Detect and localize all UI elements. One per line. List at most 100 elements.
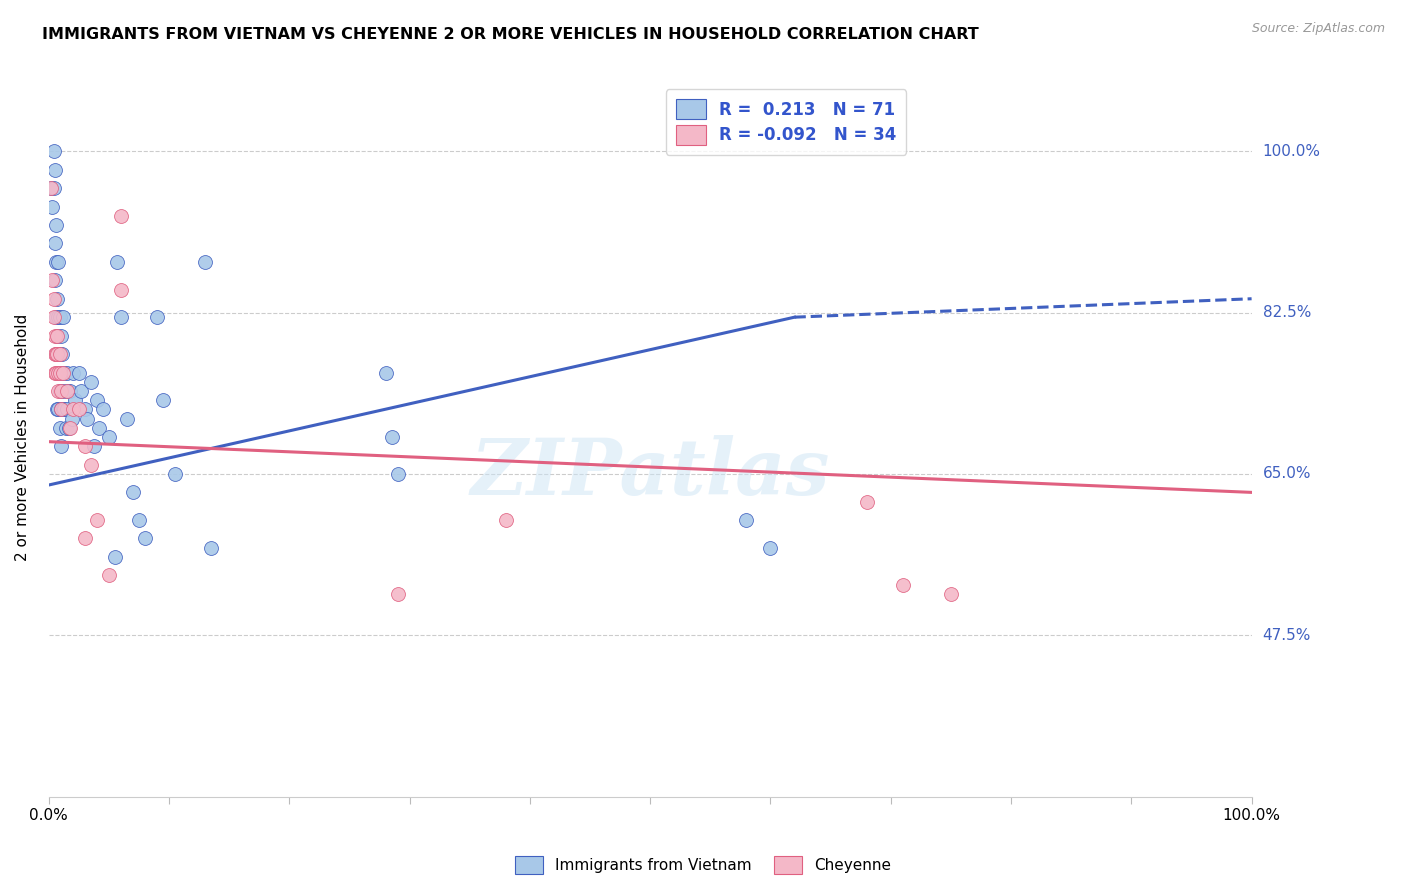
Point xyxy=(51,384,73,398)
Point xyxy=(45,310,67,325)
Point xyxy=(76,411,98,425)
Point xyxy=(939,587,962,601)
Point xyxy=(62,402,84,417)
Point xyxy=(387,587,409,601)
Point xyxy=(110,283,132,297)
Point xyxy=(855,494,877,508)
Point xyxy=(48,366,70,380)
Point xyxy=(67,366,90,380)
Point xyxy=(41,273,63,287)
Point xyxy=(44,328,66,343)
Point xyxy=(62,366,84,380)
Point xyxy=(45,347,67,361)
Point xyxy=(134,532,156,546)
Point xyxy=(891,577,914,591)
Point xyxy=(735,513,758,527)
Point xyxy=(48,366,70,380)
Point xyxy=(146,310,169,325)
Point xyxy=(39,181,62,195)
Point xyxy=(380,430,402,444)
Point xyxy=(73,402,96,417)
Point xyxy=(194,255,217,269)
Point xyxy=(128,513,150,527)
Point xyxy=(58,421,80,435)
Point xyxy=(56,384,79,398)
Point xyxy=(44,347,66,361)
Point xyxy=(56,384,79,398)
Text: 100.0%: 100.0% xyxy=(1263,144,1320,159)
Point xyxy=(41,200,63,214)
Point xyxy=(152,393,174,408)
Point xyxy=(49,439,72,453)
Point xyxy=(387,467,409,481)
Point xyxy=(122,485,145,500)
Point xyxy=(42,145,65,159)
Point xyxy=(56,366,79,380)
Text: ZIPatlas: ZIPatlas xyxy=(471,434,830,511)
Point xyxy=(46,328,69,343)
Point xyxy=(46,402,69,417)
Point xyxy=(52,366,75,380)
Point xyxy=(49,328,72,343)
Y-axis label: 2 or more Vehicles in Household: 2 or more Vehicles in Household xyxy=(15,313,30,561)
Point xyxy=(49,366,72,380)
Point xyxy=(51,347,73,361)
Point xyxy=(80,458,103,472)
Point xyxy=(53,402,76,417)
Text: 47.5%: 47.5% xyxy=(1263,628,1310,643)
Point xyxy=(63,393,86,408)
Point xyxy=(48,255,70,269)
Point xyxy=(44,236,66,251)
Point xyxy=(48,384,70,398)
Point xyxy=(97,430,120,444)
Point xyxy=(48,310,70,325)
Point xyxy=(80,375,103,389)
Point xyxy=(48,310,70,325)
Point xyxy=(67,402,90,417)
Point xyxy=(46,366,69,380)
Text: Source: ZipAtlas.com: Source: ZipAtlas.com xyxy=(1251,22,1385,36)
Point xyxy=(48,384,70,398)
Point xyxy=(46,328,69,343)
Point xyxy=(42,292,65,306)
Point xyxy=(48,421,70,435)
Point xyxy=(49,402,72,417)
Point xyxy=(91,402,114,417)
Point xyxy=(374,366,396,380)
Point xyxy=(45,255,67,269)
Point xyxy=(44,366,66,380)
Point xyxy=(53,366,76,380)
Legend: R =  0.213   N = 71, R = -0.092   N = 34: R = 0.213 N = 71, R = -0.092 N = 34 xyxy=(666,89,907,154)
Point xyxy=(52,402,75,417)
Point xyxy=(44,162,66,177)
Text: 65.0%: 65.0% xyxy=(1263,467,1312,482)
Point xyxy=(48,366,70,380)
Point xyxy=(45,366,67,380)
Point xyxy=(48,402,70,417)
Point xyxy=(45,218,67,232)
Point xyxy=(42,310,65,325)
Point xyxy=(86,513,108,527)
Point xyxy=(44,273,66,287)
Point xyxy=(200,541,222,555)
Text: 82.5%: 82.5% xyxy=(1263,305,1310,320)
Point xyxy=(105,255,128,269)
Point xyxy=(52,310,75,325)
Point xyxy=(39,181,62,195)
Point xyxy=(46,347,69,361)
Point xyxy=(83,439,105,453)
Point xyxy=(59,421,82,435)
Point xyxy=(49,384,72,398)
Point xyxy=(70,384,93,398)
Point xyxy=(86,393,108,408)
Point xyxy=(56,402,79,417)
Point xyxy=(97,568,120,582)
Point xyxy=(110,209,132,223)
Point xyxy=(48,347,70,361)
Point xyxy=(165,467,187,481)
Point xyxy=(104,549,127,564)
Point xyxy=(46,292,69,306)
Point xyxy=(55,384,77,398)
Point xyxy=(73,532,96,546)
Point xyxy=(42,181,65,195)
